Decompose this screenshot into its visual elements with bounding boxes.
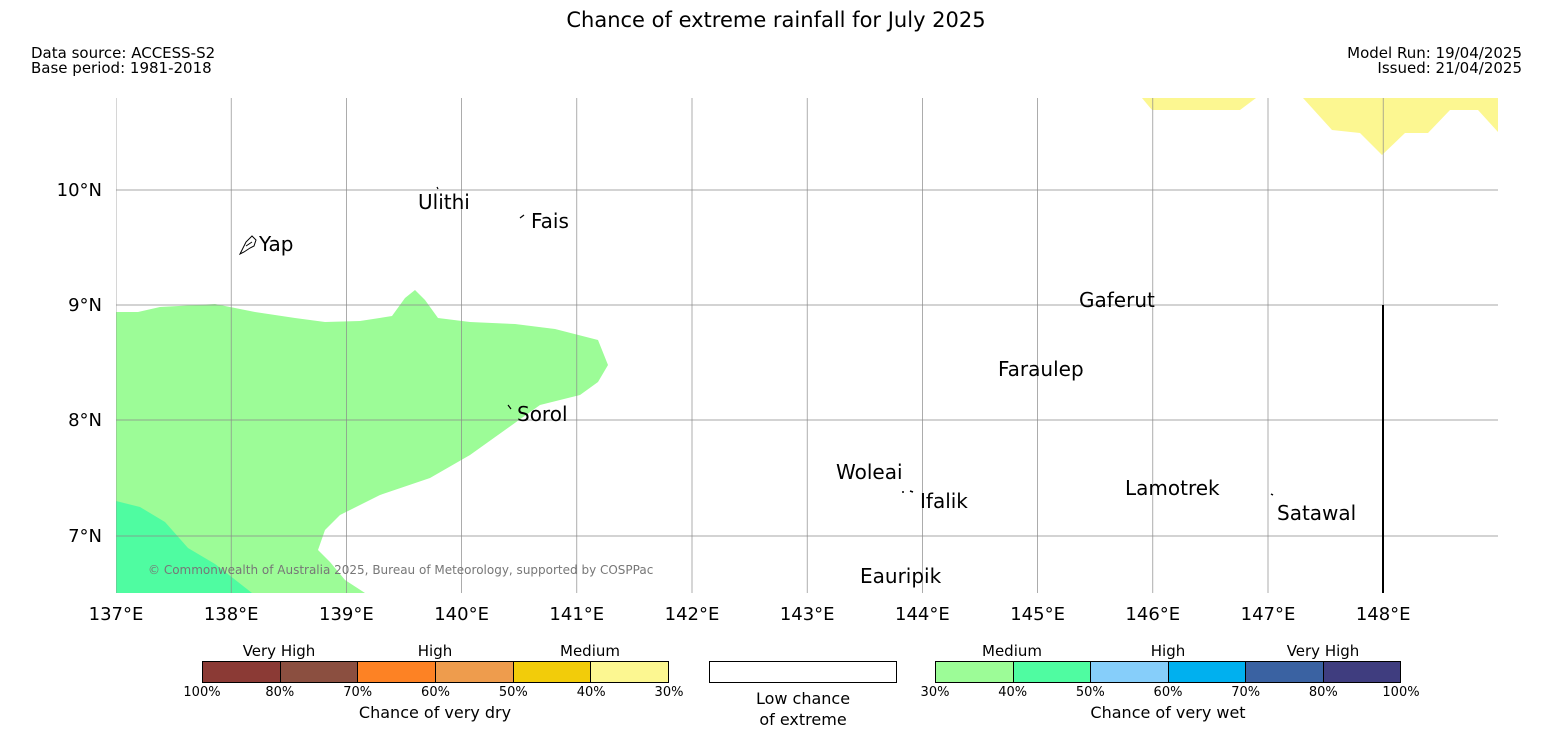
legend-wet-cat-medium: Medium bbox=[982, 642, 1042, 660]
latitude-label: 9°N bbox=[68, 295, 102, 316]
map-plot-area bbox=[116, 98, 1498, 593]
yap-island-outline bbox=[238, 235, 257, 256]
legend-swatch bbox=[1168, 662, 1246, 682]
legend-swatch bbox=[1091, 662, 1169, 682]
legend-tick-label: 80% bbox=[1308, 685, 1338, 700]
latitude-label: 10°N bbox=[57, 180, 102, 201]
legend-swatch bbox=[436, 662, 514, 682]
place-label-faraulep: Faraulep bbox=[998, 357, 1084, 381]
longitude-label: 147°E bbox=[1241, 604, 1296, 625]
meta-left: Data source: ACCESS-S2 Base period: 1981… bbox=[31, 46, 215, 76]
longitude-label: 141°E bbox=[549, 604, 604, 625]
legend-tick-label: 40% bbox=[998, 685, 1028, 700]
island-markers bbox=[436, 186, 1274, 496]
legend-swatch bbox=[591, 662, 669, 682]
legend-wet-cat-high: High bbox=[1150, 642, 1186, 660]
latitude-label: 7°N bbox=[68, 526, 102, 547]
legend-tick-label: 70% bbox=[1231, 685, 1261, 700]
longitude-label: 138°E bbox=[204, 604, 259, 625]
legend-dry-title: Chance of very dry bbox=[358, 703, 512, 722]
legend-tick-label: 50% bbox=[1075, 685, 1105, 700]
place-label-woleai: Woleai bbox=[836, 460, 903, 484]
legend-tick-label: 40% bbox=[576, 685, 606, 700]
place-label-sorol: Sorol bbox=[517, 402, 568, 426]
data-source: Data source: ACCESS-S2 bbox=[31, 44, 216, 62]
graticule bbox=[116, 98, 1498, 593]
legend-tick-label: 50% bbox=[498, 685, 528, 700]
legend-tick-label: 60% bbox=[1153, 685, 1183, 700]
longitude-label: 148°E bbox=[1356, 604, 1411, 625]
latitude-label: 8°N bbox=[68, 410, 102, 431]
place-label-ifalik: Ifalik bbox=[920, 489, 968, 513]
legend-tick-label: 30% bbox=[654, 685, 684, 700]
legend-dry-cat-very-high: Very High bbox=[242, 642, 316, 660]
longitude-label: 139°E bbox=[319, 604, 374, 625]
legend-dry-cat-medium: Medium bbox=[560, 642, 620, 660]
legend-tick-label: 30% bbox=[920, 685, 950, 700]
longitude-label: 146°E bbox=[1125, 604, 1180, 625]
legend-swatch bbox=[936, 662, 1014, 682]
longitude-labels: 137°E 138°E 139°E 140°E 141°E 142°E 143°E 144°E… bbox=[89, 604, 1411, 625]
legend-low-chance-label: Low chance of extreme bbox=[755, 689, 851, 729]
legend-wet-colorbar bbox=[935, 661, 1401, 683]
legend-tick-label: 70% bbox=[343, 685, 373, 700]
place-label-lamotrek: Lamotrek bbox=[1125, 476, 1220, 500]
place-label-eauripik: Eauripik bbox=[860, 564, 942, 588]
legend-swatch bbox=[280, 662, 359, 682]
legend-tick-label: 60% bbox=[421, 685, 450, 700]
copyright-notice: © Commonwealth of Australia 2025, Bureau… bbox=[148, 563, 653, 577]
wet-medium-region bbox=[116, 290, 608, 593]
issued-date: Issued: 21/04/2025 bbox=[1377, 59, 1522, 77]
longitude-label: 140°E bbox=[434, 604, 489, 625]
legend-swatch bbox=[203, 662, 281, 682]
place-label-ulithi: Ulithi bbox=[418, 190, 470, 214]
base-period: Base period: 1981-2018 bbox=[31, 59, 212, 77]
wet-medium-high-region bbox=[116, 501, 252, 593]
place-label-fais: Fais bbox=[531, 209, 569, 233]
longitude-label: 137°E bbox=[89, 604, 144, 625]
legend-swatch bbox=[1013, 662, 1091, 682]
legend-wet-title: Chance of very wet bbox=[1090, 703, 1246, 722]
longitude-label: 145°E bbox=[1010, 604, 1065, 625]
legend-swatch bbox=[1323, 662, 1400, 682]
map-title: Chance of extreme rainfall for July 2025 bbox=[566, 8, 986, 32]
legend-swatch bbox=[1246, 662, 1324, 682]
legend-wet-cat-very-high: Very High bbox=[1286, 642, 1360, 660]
legend-dry-cat-high: High bbox=[417, 642, 453, 660]
legend-tick-label: 100% bbox=[183, 685, 221, 700]
dry-medium-region-2 bbox=[1303, 98, 1498, 155]
legend-tick-label: 100% bbox=[1382, 685, 1420, 700]
place-label-yap: Yap bbox=[258, 232, 293, 256]
longitude-label: 143°E bbox=[780, 604, 835, 625]
legend-swatch bbox=[358, 662, 437, 682]
legend-tick-label: 80% bbox=[265, 685, 295, 700]
legend-low-chance-box bbox=[709, 661, 897, 683]
legend-dry-colorbar bbox=[202, 661, 669, 683]
latitude-labels: 10°N 9°N 8°N 7°N bbox=[57, 180, 102, 547]
place-label-satawal: Satawal bbox=[1277, 501, 1356, 525]
longitude-label: 142°E bbox=[665, 604, 720, 625]
place-label-gaferut: Gaferut bbox=[1079, 288, 1155, 312]
model-run: Model Run: 19/04/2025 bbox=[1347, 44, 1522, 62]
meta-right: Model Run: 19/04/2025 Issued: 21/04/2025 bbox=[1347, 46, 1522, 76]
longitude-label: 144°E bbox=[895, 604, 950, 625]
dry-medium-region-1 bbox=[1142, 98, 1256, 110]
legend-swatch bbox=[513, 662, 592, 682]
